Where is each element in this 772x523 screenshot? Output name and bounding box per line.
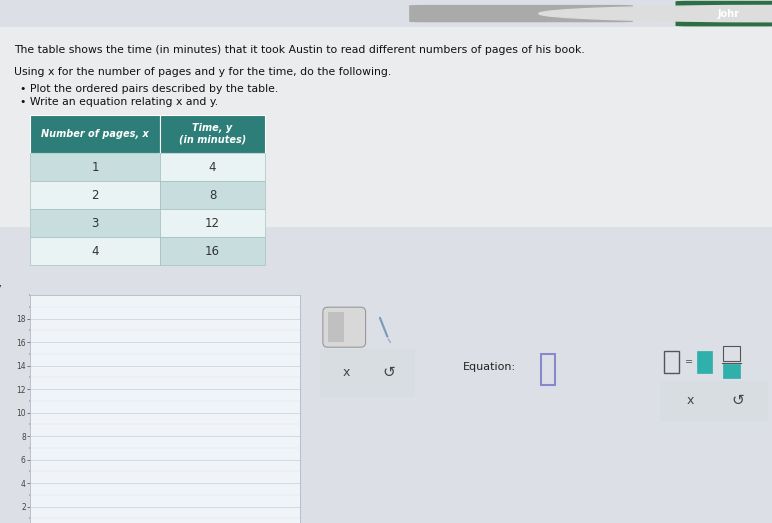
Text: x: x [343,366,350,379]
FancyBboxPatch shape [323,307,366,347]
FancyBboxPatch shape [160,237,265,265]
Text: y: y [0,283,1,293]
Text: Johr: Johr [718,8,740,19]
Text: 8: 8 [208,189,216,202]
Text: ↺: ↺ [382,365,394,380]
FancyBboxPatch shape [0,27,772,227]
FancyBboxPatch shape [30,153,160,181]
FancyBboxPatch shape [409,5,633,22]
Text: 3: 3 [91,217,99,230]
FancyBboxPatch shape [327,312,344,342]
FancyBboxPatch shape [160,115,265,153]
FancyBboxPatch shape [160,181,265,209]
Text: Number of pages, x: Number of pages, x [41,129,149,139]
Text: 2: 2 [91,189,99,202]
FancyBboxPatch shape [723,365,740,378]
Text: 16: 16 [205,245,220,258]
Text: =: = [685,357,693,367]
Text: Using x for the number of pages and y for the time, do the following.: Using x for the number of pages and y fo… [14,67,391,77]
FancyBboxPatch shape [696,351,712,373]
FancyBboxPatch shape [676,1,772,26]
Text: Time, y
(in minutes): Time, y (in minutes) [179,123,246,145]
Text: ↺: ↺ [731,393,744,408]
Text: 12: 12 [205,217,220,230]
Text: 4: 4 [91,245,99,258]
FancyBboxPatch shape [660,381,768,422]
Text: 1: 1 [91,161,99,174]
FancyBboxPatch shape [160,153,265,181]
Text: • Write an equation relating x and y.: • Write an equation relating x and y. [20,97,218,107]
FancyBboxPatch shape [160,209,265,237]
FancyBboxPatch shape [30,181,160,209]
Text: 4: 4 [208,161,216,174]
FancyBboxPatch shape [30,115,160,153]
Text: x: x [686,394,694,407]
Text: • Plot the ordered pairs described by the table.: • Plot the ordered pairs described by th… [20,84,278,94]
Text: Equation:: Equation: [463,362,516,372]
Circle shape [539,5,772,22]
Text: The table shows the time (in minutes) that it took Austin to read different numb: The table shows the time (in minutes) th… [14,45,584,55]
FancyBboxPatch shape [320,349,415,397]
FancyBboxPatch shape [30,209,160,237]
FancyBboxPatch shape [30,237,160,265]
